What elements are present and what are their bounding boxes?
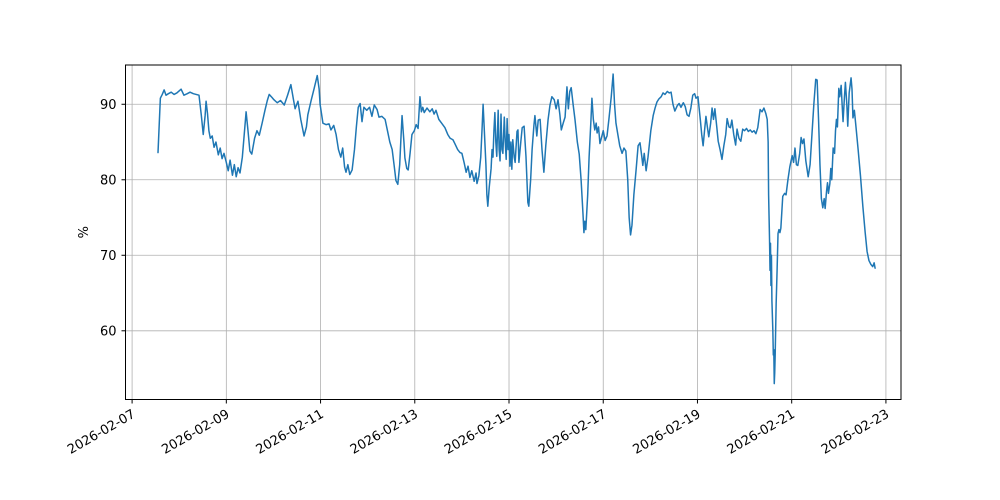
data-line-series <box>157 73 876 385</box>
axes-spines <box>125 64 902 400</box>
y-axis-tick-label: 90 <box>100 98 117 113</box>
y-axis-tick-label: 60 <box>100 324 117 339</box>
y-axis-tick-label: 70 <box>100 249 117 264</box>
y-axis-tick-label: 80 <box>100 173 117 188</box>
y-axis-label: % <box>77 226 92 238</box>
plot-area <box>125 65 901 400</box>
